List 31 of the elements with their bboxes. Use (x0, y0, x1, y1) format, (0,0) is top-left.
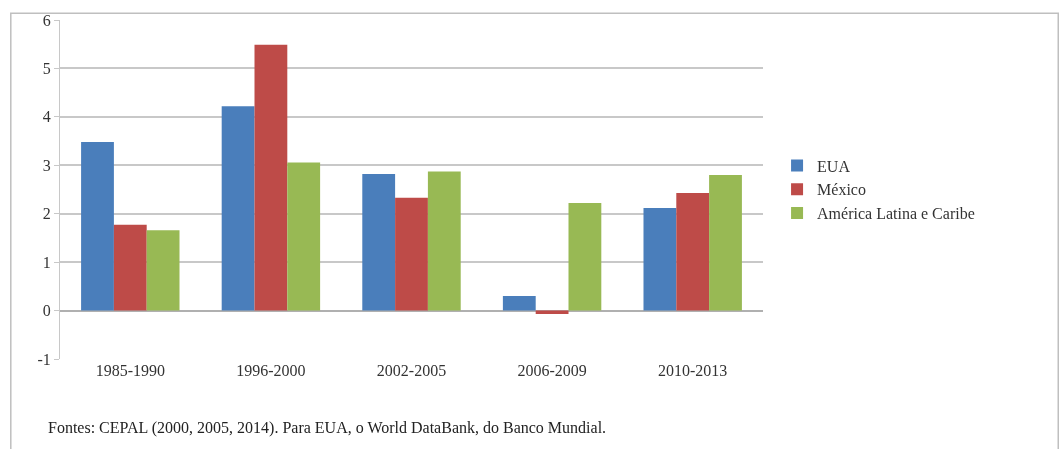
y-tick-label: 5 (42, 60, 51, 78)
bar (221, 106, 255, 311)
y-tick-label: 4 (42, 108, 51, 126)
legend-label: América Latina e Caribe (817, 205, 975, 223)
y-tick-label: 2 (42, 205, 51, 223)
bar (254, 44, 288, 311)
x-tick-label: 1985-1990 (95, 362, 165, 379)
bar (427, 171, 461, 311)
y-tick-label: -1 (37, 350, 51, 368)
y-tick-label: 3 (42, 156, 51, 174)
x-tick-label: 1996-2000 (236, 362, 306, 379)
bar (287, 162, 321, 311)
legend-label: México (817, 181, 866, 199)
bar (676, 192, 710, 311)
bar (395, 197, 428, 311)
x-tick-label: 2006-2009 (517, 362, 587, 379)
bar (146, 230, 180, 311)
bar (81, 142, 114, 311)
bar (643, 207, 677, 311)
y-tick-label: 0 (42, 302, 51, 320)
bar (113, 224, 147, 311)
text: Fontes: CEPAL (2000, 2005, 2014). Para EUA, o World DataBank, do Banco Mundial. (48, 419, 607, 437)
x-tick-label: 2010-2013 (658, 362, 728, 379)
x-tick-label: 2002-2005 (376, 362, 447, 379)
bar (362, 174, 396, 311)
bar (709, 174, 742, 311)
bar (568, 203, 602, 311)
y-tick-label: 6 (42, 11, 51, 29)
legend-label: EUA (817, 157, 851, 175)
y-tick-label: 1 (42, 253, 51, 271)
bar (502, 296, 536, 311)
